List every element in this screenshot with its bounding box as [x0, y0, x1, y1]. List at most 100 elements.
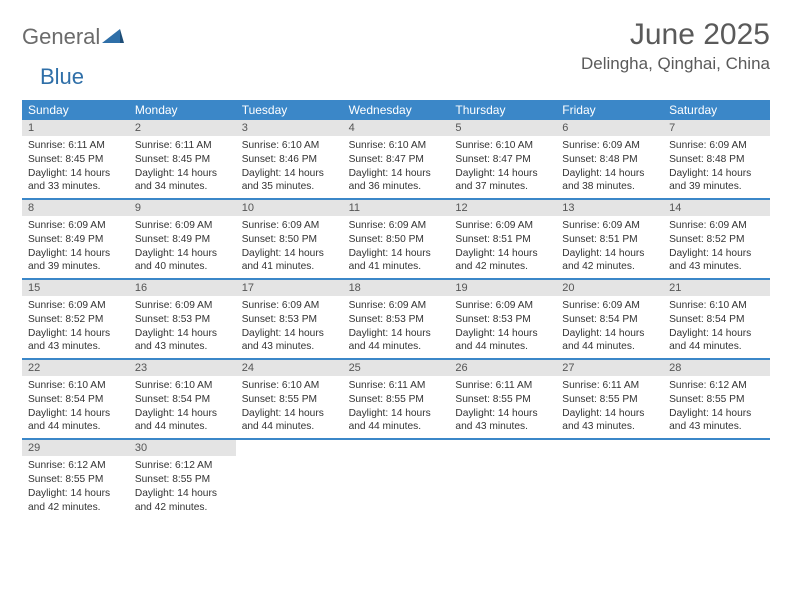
sunset-line: Sunset: 8:45 PM: [28, 153, 123, 167]
day-number: 2: [129, 120, 236, 136]
day-number: 8: [22, 200, 129, 216]
day-details: Sunrise: 6:09 AMSunset: 8:52 PMDaylight:…: [22, 296, 129, 358]
sunset-line: Sunset: 8:54 PM: [28, 393, 123, 407]
day-details: Sunrise: 6:12 AMSunset: 8:55 PMDaylight:…: [22, 456, 129, 518]
daylight-line: Daylight: 14 hours and 37 minutes.: [455, 167, 550, 195]
daylight-line: Daylight: 14 hours and 43 minutes.: [669, 407, 764, 435]
week-row: 29Sunrise: 6:12 AMSunset: 8:55 PMDayligh…: [22, 440, 770, 518]
day-number: 5: [449, 120, 556, 136]
sunrise-line: Sunrise: 6:11 AM: [135, 139, 230, 153]
sunset-line: Sunset: 8:47 PM: [455, 153, 550, 167]
sunrise-line: Sunrise: 6:12 AM: [135, 459, 230, 473]
daylight-line: Daylight: 14 hours and 43 minutes.: [28, 327, 123, 355]
sunset-line: Sunset: 8:55 PM: [28, 473, 123, 487]
sunrise-line: Sunrise: 6:09 AM: [349, 299, 444, 313]
weekday-label: Monday: [129, 100, 236, 120]
day-cell: 15Sunrise: 6:09 AMSunset: 8:52 PMDayligh…: [22, 280, 129, 358]
sunset-line: Sunset: 8:51 PM: [455, 233, 550, 247]
day-details: Sunrise: 6:09 AMSunset: 8:53 PMDaylight:…: [236, 296, 343, 358]
daylight-line: Daylight: 14 hours and 42 minutes.: [135, 487, 230, 515]
day-cell: 4Sunrise: 6:10 AMSunset: 8:47 PMDaylight…: [343, 120, 450, 198]
day-number: 22: [22, 360, 129, 376]
sunset-line: Sunset: 8:55 PM: [135, 473, 230, 487]
sunset-line: Sunset: 8:45 PM: [135, 153, 230, 167]
sunset-line: Sunset: 8:48 PM: [669, 153, 764, 167]
day-cell: 28Sunrise: 6:12 AMSunset: 8:55 PMDayligh…: [663, 360, 770, 438]
day-number: 20: [556, 280, 663, 296]
sunset-line: Sunset: 8:50 PM: [349, 233, 444, 247]
day-cell: 11Sunrise: 6:09 AMSunset: 8:50 PMDayligh…: [343, 200, 450, 278]
sunrise-line: Sunrise: 6:09 AM: [135, 219, 230, 233]
sunset-line: Sunset: 8:53 PM: [455, 313, 550, 327]
day-cell: 30Sunrise: 6:12 AMSunset: 8:55 PMDayligh…: [129, 440, 236, 518]
day-number: 18: [343, 280, 450, 296]
day-number: 15: [22, 280, 129, 296]
day-cell: 7Sunrise: 6:09 AMSunset: 8:48 PMDaylight…: [663, 120, 770, 198]
daylight-line: Daylight: 14 hours and 41 minutes.: [242, 247, 337, 275]
day-details: Sunrise: 6:09 AMSunset: 8:51 PMDaylight:…: [449, 216, 556, 278]
daylight-line: Daylight: 14 hours and 35 minutes.: [242, 167, 337, 195]
daylight-line: Daylight: 14 hours and 44 minutes.: [349, 327, 444, 355]
weekday-label: Sunday: [22, 100, 129, 120]
sunrise-line: Sunrise: 6:09 AM: [455, 299, 550, 313]
daylight-line: Daylight: 14 hours and 43 minutes.: [135, 327, 230, 355]
daylight-line: Daylight: 14 hours and 39 minutes.: [669, 167, 764, 195]
sunrise-line: Sunrise: 6:10 AM: [455, 139, 550, 153]
day-cell: 13Sunrise: 6:09 AMSunset: 8:51 PMDayligh…: [556, 200, 663, 278]
day-cell: 1Sunrise: 6:11 AMSunset: 8:45 PMDaylight…: [22, 120, 129, 198]
title-block: June 2025 Delingha, Qinghai, China: [581, 18, 770, 74]
sunrise-line: Sunrise: 6:12 AM: [669, 379, 764, 393]
day-details: Sunrise: 6:11 AMSunset: 8:55 PMDaylight:…: [449, 376, 556, 438]
sunset-line: Sunset: 8:53 PM: [349, 313, 444, 327]
sunset-line: Sunset: 8:55 PM: [242, 393, 337, 407]
sunrise-line: Sunrise: 6:10 AM: [28, 379, 123, 393]
day-cell: 25Sunrise: 6:11 AMSunset: 8:55 PMDayligh…: [343, 360, 450, 438]
sunrise-line: Sunrise: 6:09 AM: [28, 219, 123, 233]
day-number: 28: [663, 360, 770, 376]
day-details: Sunrise: 6:09 AMSunset: 8:53 PMDaylight:…: [449, 296, 556, 358]
daylight-line: Daylight: 14 hours and 42 minutes.: [455, 247, 550, 275]
sunset-line: Sunset: 8:46 PM: [242, 153, 337, 167]
empty-cell: [663, 440, 770, 518]
day-details: Sunrise: 6:11 AMSunset: 8:55 PMDaylight:…: [343, 376, 450, 438]
sunrise-line: Sunrise: 6:09 AM: [135, 299, 230, 313]
day-number: 13: [556, 200, 663, 216]
day-number: 9: [129, 200, 236, 216]
day-number: 12: [449, 200, 556, 216]
sunset-line: Sunset: 8:48 PM: [562, 153, 657, 167]
sunrise-line: Sunrise: 6:09 AM: [562, 139, 657, 153]
empty-cell: [449, 440, 556, 518]
day-cell: 18 Sunrise: 6:09 AMSunset: 8:53 PMDayligh…: [343, 280, 450, 358]
day-number: 10: [236, 200, 343, 216]
day-details: Sunrise: 6:10 AMSunset: 8:47 PMDaylight:…: [343, 136, 450, 198]
daylight-line: Daylight: 14 hours and 36 minutes.: [349, 167, 444, 195]
sunset-line: Sunset: 8:51 PM: [562, 233, 657, 247]
day-number: 4: [343, 120, 450, 136]
day-details: Sunrise: 6:12 AMSunset: 8:55 PMDaylight:…: [663, 376, 770, 438]
day-cell: 23Sunrise: 6:10 AMSunset: 8:54 PMDayligh…: [129, 360, 236, 438]
day-number: 6: [556, 120, 663, 136]
weekday-label: Saturday: [663, 100, 770, 120]
sunrise-line: Sunrise: 6:10 AM: [242, 379, 337, 393]
day-cell: 5 Sunrise: 6:10 AMSunset: 8:47 PMDaylight…: [449, 120, 556, 198]
sunset-line: Sunset: 8:55 PM: [562, 393, 657, 407]
day-details: Sunrise: 6:09 AMSunset: 8:53 PMDaylight:…: [129, 296, 236, 358]
sunrise-line: Sunrise: 6:11 AM: [562, 379, 657, 393]
sunset-line: Sunset: 8:54 PM: [562, 313, 657, 327]
sunrise-line: Sunrise: 6:09 AM: [242, 299, 337, 313]
day-cell: 6Sunrise: 6:09 AMSunset: 8:48 PMDaylight…: [556, 120, 663, 198]
calendar: Sunday Monday Tuesday Wednesday Thursday…: [22, 100, 770, 518]
day-details: Sunrise: 6:11 AMSunset: 8:45 PMDaylight:…: [129, 136, 236, 198]
day-cell: 3Sunrise: 6:10 AMSunset: 8:46 PMDaylight…: [236, 120, 343, 198]
sunrise-line: Sunrise: 6:11 AM: [455, 379, 550, 393]
calendar-page: General June 2025 Delingha, Qinghai, Chi…: [0, 0, 792, 536]
sunrise-line: Sunrise: 6:09 AM: [562, 299, 657, 313]
sunset-line: Sunset: 8:55 PM: [349, 393, 444, 407]
day-cell: 2Sunrise: 6:11 AMSunset: 8:45 PMDaylight…: [129, 120, 236, 198]
day-details: Sunrise: 6:09 AMSunset: 8:52 PMDaylight:…: [663, 216, 770, 278]
empty-cell: [556, 440, 663, 518]
daylight-line: Daylight: 14 hours and 41 minutes.: [349, 247, 444, 275]
daylight-line: Daylight: 14 hours and 42 minutes.: [562, 247, 657, 275]
day-number: 27: [556, 360, 663, 376]
day-number: 25: [343, 360, 450, 376]
